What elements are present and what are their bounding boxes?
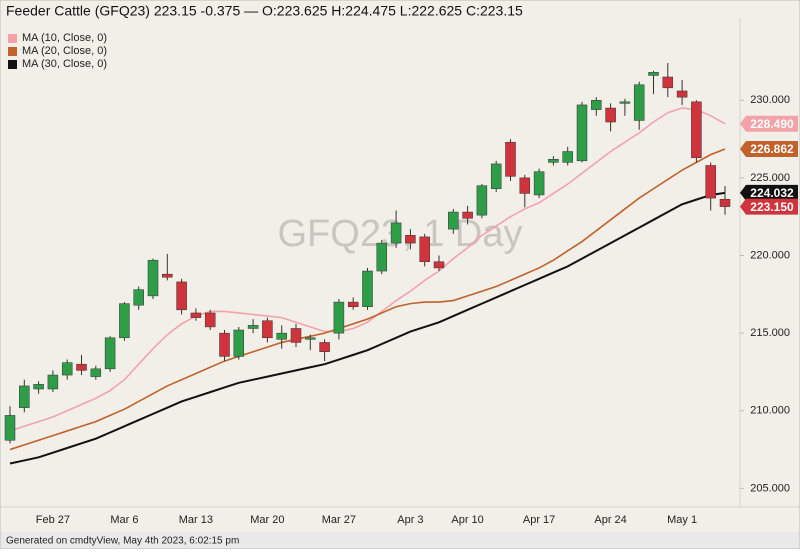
x-tick-label: Mar 27: [322, 514, 356, 526]
chart-title: Feeder Cattle (GFQ23) 223.15 -0.375 — O:…: [6, 3, 523, 19]
candle-body: [662, 76, 674, 89]
moving-average-line: [9, 107, 726, 432]
candle-body: [119, 303, 130, 339]
candle-body: [147, 259, 159, 297]
candle-body: [633, 84, 645, 121]
candle-body: [648, 72, 659, 76]
candle-body: [362, 270, 373, 307]
footer-bar: [0, 532, 800, 549]
last-price-tag: [740, 198, 798, 215]
moving-average-line: [9, 148, 726, 451]
y-tick-label: 230.000: [750, 94, 790, 106]
x-tick-label: Mar 20: [250, 514, 284, 526]
candle-body: [19, 385, 30, 408]
candle-body: [319, 342, 330, 353]
last-price-label: 223.150: [750, 200, 794, 214]
candle-body: [305, 337, 316, 340]
candle-body: [219, 332, 230, 357]
candle-body: [47, 374, 59, 390]
candle-body: [719, 198, 731, 207]
legend-label: MA (10, Close, 0): [22, 32, 107, 44]
x-tick-label: Apr 17: [523, 514, 555, 526]
x-tick-label: Apr 10: [451, 514, 483, 526]
x-tick-label: Mar 6: [110, 514, 138, 526]
candle-body: [419, 236, 430, 262]
candle-body: [90, 368, 102, 377]
candle-body: [33, 384, 44, 390]
candle-body: [233, 329, 245, 357]
candle-body: [376, 242, 388, 272]
candle-body: [605, 107, 616, 123]
candle-body: [476, 185, 488, 216]
ma-price-label: 224.032: [750, 186, 794, 200]
candle-body: [290, 328, 302, 343]
footer: Generated on cmdtyView, May 4th 2023, 6:…: [6, 536, 239, 547]
candle-body: [247, 325, 259, 329]
candle-body: [448, 211, 459, 230]
ma-price-tag: [740, 184, 798, 201]
candle-body: [347, 301, 359, 307]
candle-body: [276, 332, 287, 340]
candle-body: [619, 101, 631, 104]
candle-body: [405, 235, 416, 244]
ma-price-tag: [740, 115, 798, 132]
candle-body: [433, 261, 445, 269]
candle-body: [519, 177, 531, 194]
y-tick-label: 210.000: [750, 405, 790, 417]
candle-body: [705, 165, 716, 199]
x-tick-label: Mar 13: [179, 514, 213, 526]
candle-body: [548, 159, 559, 163]
candle-body: [676, 90, 688, 98]
candle-body: [333, 301, 345, 334]
legend-swatch: [8, 60, 17, 69]
candle-body: [162, 273, 173, 278]
y-tick-label: 220.000: [750, 249, 790, 261]
candle-body: [190, 312, 202, 318]
candle-body: [462, 211, 473, 219]
legend-label: MA (30, Close, 0): [22, 58, 107, 70]
candle-body: [176, 281, 187, 311]
x-tick-label: Feb 27: [36, 514, 70, 526]
candle-body: [262, 320, 273, 339]
candle-body: [505, 141, 516, 177]
candle-body: [133, 289, 144, 306]
legend-swatch: [8, 34, 17, 43]
candle-body: [204, 312, 216, 328]
legend-label: MA (20, Close, 0): [22, 45, 107, 57]
x-tick-label: Apr 24: [594, 514, 626, 526]
candle-body: [61, 362, 73, 376]
moving-average-line: [9, 191, 726, 465]
ma-price-label: 228.490: [750, 117, 794, 131]
candle-body: [490, 163, 502, 190]
candle-body: [533, 171, 545, 196]
candle-body: [576, 104, 588, 162]
ma-price-label: 226.862: [750, 142, 794, 156]
candle-body: [104, 337, 116, 370]
legend-swatch: [8, 47, 17, 56]
y-tick-label: 205.000: [750, 482, 790, 494]
candle-body: [76, 363, 87, 371]
candle-body: [4, 415, 16, 441]
candle-body: [562, 151, 573, 163]
candle-body: [390, 222, 402, 244]
candle-body: [691, 101, 702, 158]
y-tick-label: 225.000: [750, 172, 790, 184]
ma-price-tag: [740, 140, 798, 157]
x-tick-label: May 1: [667, 514, 697, 526]
x-tick-label: Apr 3: [397, 514, 423, 526]
candle-body: [591, 100, 602, 110]
y-tick-label: 215.000: [750, 327, 790, 339]
